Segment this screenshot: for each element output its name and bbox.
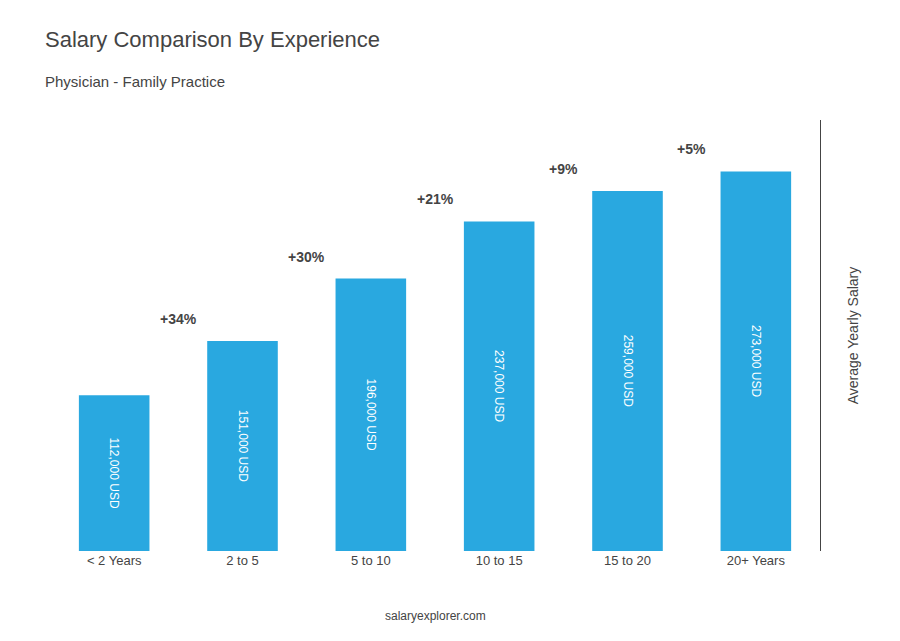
- svg-text:20+ Years: 20+ Years: [727, 553, 786, 568]
- svg-text:15 to 20: 15 to 20: [604, 553, 651, 568]
- svg-text:259,000 USD: 259,000 USD: [621, 335, 635, 407]
- svg-text:+30%: +30%: [288, 249, 325, 265]
- svg-text:10 to 15: 10 to 15: [476, 553, 523, 568]
- svg-text:+9%: +9%: [549, 161, 578, 177]
- svg-text:+5%: +5%: [677, 141, 706, 157]
- svg-text:151,000 USD: 151,000 USD: [236, 410, 250, 482]
- svg-text:112,000 USD: 112,000 USD: [107, 437, 121, 508]
- svg-text:5 to 10: 5 to 10: [351, 553, 391, 568]
- svg-text:salaryexplorer.com: salaryexplorer.com: [385, 609, 486, 623]
- svg-text:< 2 Years: < 2 Years: [87, 553, 142, 568]
- svg-text:Average Yearly Salary: Average Yearly Salary: [845, 267, 861, 405]
- svg-text:Physician - Family Practice: Physician - Family Practice: [45, 73, 225, 90]
- svg-text:2 to 5: 2 to 5: [226, 553, 259, 568]
- svg-text:+21%: +21%: [417, 191, 454, 207]
- svg-text:237,000 USD: 237,000 USD: [492, 350, 506, 422]
- svg-text:+34%: +34%: [160, 311, 197, 327]
- svg-text:196,000 USD: 196,000 USD: [364, 379, 378, 451]
- svg-text:273,000 USD: 273,000 USD: [749, 325, 763, 397]
- svg-text:Salary Comparison By Experienc: Salary Comparison By Experience: [45, 27, 380, 52]
